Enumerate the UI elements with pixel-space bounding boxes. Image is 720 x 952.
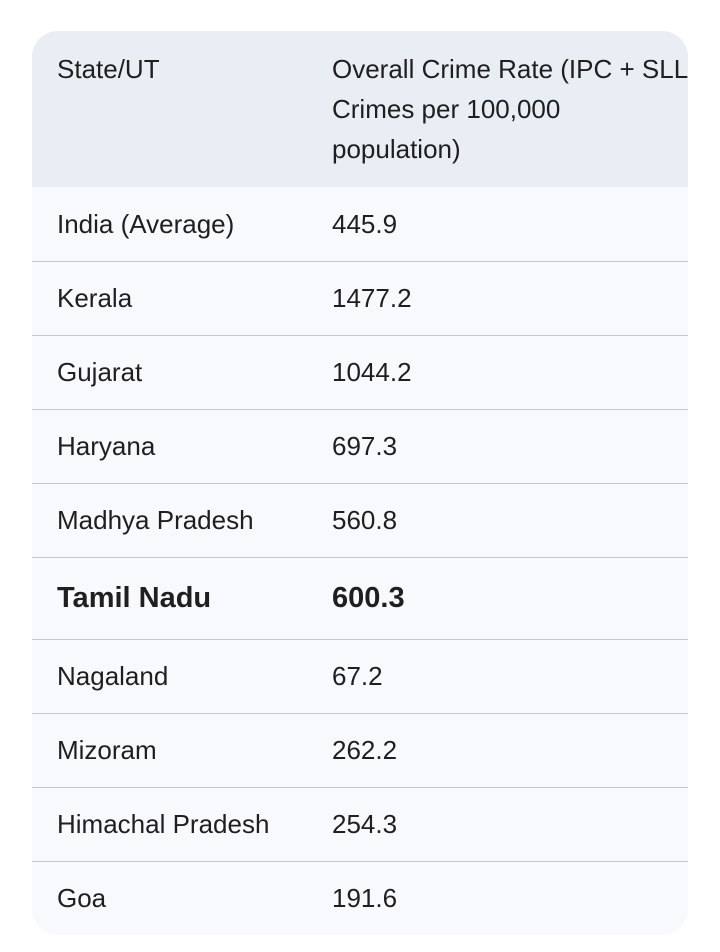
- table-row: Madhya Pradesh 560.8: [32, 483, 688, 557]
- cell-state: Gujarat: [57, 357, 143, 387]
- cell-crime-rate: 445.9: [332, 208, 398, 239]
- table-row: Kerala 1477.2: [32, 261, 688, 335]
- table-row: Himachal Pradesh 254.3: [32, 787, 688, 861]
- table-row: Mizoram 262.2: [32, 713, 688, 787]
- cell-state: Haryana: [57, 431, 156, 461]
- table-row: Nagaland 67.2: [32, 639, 688, 713]
- table-row: Goa 191.6: [32, 861, 688, 935]
- column-header-state: State/UT: [57, 54, 160, 84]
- cell-state: India (Average): [57, 208, 235, 239]
- cell-state: Himachal Pradesh: [57, 809, 270, 839]
- cell-crime-rate: 262.2: [332, 735, 398, 765]
- cell-crime-rate: 600.3: [332, 582, 405, 614]
- cell-crime-rate: 560.8: [332, 505, 398, 535]
- table-row: Gujarat 1044.2: [32, 335, 688, 409]
- cell-state: Goa: [57, 883, 107, 914]
- table-row: Haryana 697.3: [32, 409, 688, 483]
- cell-crime-rate: 67.2: [332, 661, 383, 691]
- table-row-highlighted: Tamil Nadu 600.3: [32, 557, 688, 639]
- header-row: State/UT Overall Crime Rate (IPC + SLL C…: [32, 31, 688, 187]
- cell-state: Mizoram: [57, 735, 157, 765]
- cell-crime-rate: 254.3: [332, 809, 398, 839]
- cell-crime-rate: 697.3: [332, 431, 398, 461]
- cell-state: Tamil Nadu: [57, 582, 212, 614]
- column-header-crime-rate: Overall Crime Rate (IPC + SLL Crimes per…: [332, 54, 688, 164]
- cell-state: Kerala: [57, 283, 133, 313]
- cell-crime-rate: 1477.2: [332, 283, 412, 313]
- table-body: India (Average) 445.9 Kerala 1477.2 Guja…: [32, 187, 688, 935]
- cell-crime-rate: 191.6: [332, 883, 398, 914]
- crime-rate-table-card: State/UT Overall Crime Rate (IPC + SLL C…: [32, 31, 688, 935]
- table-header: State/UT Overall Crime Rate (IPC + SLL C…: [32, 31, 688, 187]
- cell-crime-rate: 1044.2: [332, 357, 412, 387]
- table-row: India (Average) 445.9: [32, 187, 688, 261]
- crime-rate-table: State/UT Overall Crime Rate (IPC + SLL C…: [32, 31, 688, 935]
- cell-state: Madhya Pradesh: [57, 505, 254, 535]
- cell-state: Nagaland: [57, 661, 169, 691]
